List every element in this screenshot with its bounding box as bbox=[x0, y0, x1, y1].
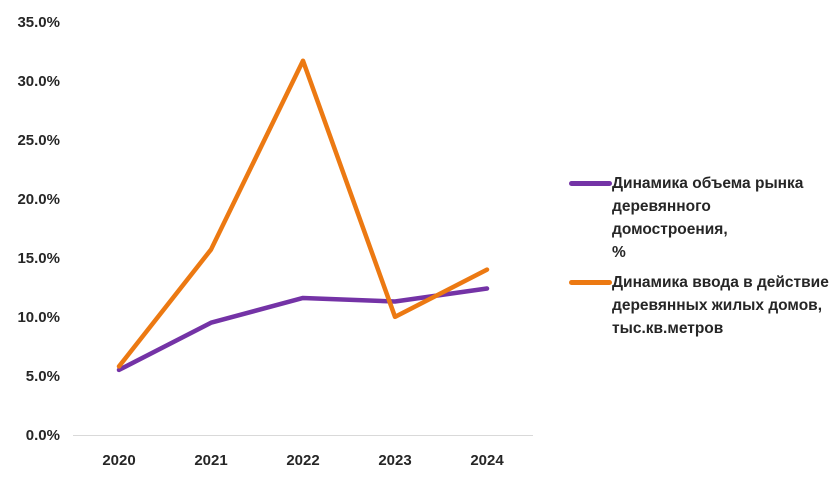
series-line-1 bbox=[116, 58, 490, 369]
x-axis-line bbox=[73, 435, 533, 436]
legend: Динамика объема рынка деревянного домостр… bbox=[569, 172, 829, 340]
y-tick-label: 5.0% bbox=[25, 368, 60, 385]
y-tick-label: 30.0% bbox=[17, 73, 60, 90]
legend-entry-0: Динамика объема рынка деревянного домостр… bbox=[569, 172, 829, 264]
legend-swatch-icon bbox=[569, 280, 612, 285]
y-tick-label: 0.0% bbox=[25, 427, 60, 444]
legend-label: Динамика ввода в действие деревянных жилы… bbox=[612, 274, 829, 337]
y-tick-label: 10.0% bbox=[17, 309, 60, 326]
y-tick-label: 25.0% bbox=[17, 132, 60, 149]
y-tick-label: 35.0% bbox=[17, 14, 60, 31]
legend-label: Динамика объема рынка деревянного домостр… bbox=[612, 175, 804, 261]
series-line-0 bbox=[116, 286, 490, 373]
x-tick-label: 2021 bbox=[194, 452, 228, 469]
x-tick-label: 2024 bbox=[470, 452, 504, 469]
y-tick-label: 15.0% bbox=[17, 250, 60, 267]
legend-swatch-icon bbox=[569, 181, 612, 186]
x-tick-label: 2022 bbox=[286, 452, 320, 469]
y-tick-label: 20.0% bbox=[17, 191, 60, 208]
legend-entry-1: Динамика ввода в действие деревянных жилы… bbox=[569, 271, 829, 340]
x-tick-label: 2020 bbox=[102, 452, 136, 469]
x-tick-label: 2023 bbox=[378, 452, 412, 469]
